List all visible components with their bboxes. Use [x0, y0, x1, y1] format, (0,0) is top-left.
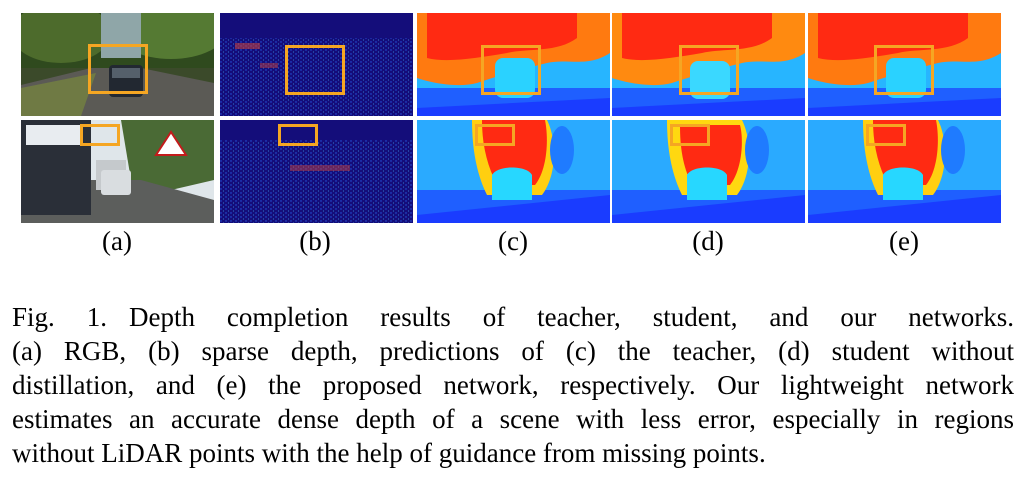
proposed-bottom-highlight-box	[866, 124, 906, 146]
caption-line-5: without LiDAR points with the help of gu…	[12, 438, 766, 468]
panel-label-a: (a)	[102, 226, 132, 256]
student-top-highlight-box	[679, 45, 739, 95]
sparse-top-highlight-box	[285, 45, 345, 95]
caption-line-1-text: Depth completion results of teacher, stu…	[128, 302, 1014, 332]
sparse-depth-top	[220, 13, 413, 116]
figure-caption: Fig. 1. Depth completion results of teach…	[12, 300, 1014, 470]
panel-label-e: (e)	[889, 226, 919, 256]
sparse-bottom-highlight-box	[278, 124, 318, 146]
teacher-bottom-highlight-box	[475, 124, 515, 146]
rgb-bottom-highlight-box	[80, 124, 120, 146]
teacher-depth-top	[417, 13, 610, 116]
proposed-top-highlight-box	[874, 45, 934, 95]
figure-number: Fig. 1.	[12, 302, 107, 332]
proposed-depth-bottom	[808, 120, 1001, 223]
caption-line-3: distillation, and (e) the proposed netwo…	[12, 370, 1014, 400]
panel-label-d: (d)	[692, 226, 724, 256]
proposed-depth-top	[808, 13, 1001, 116]
figure: (a) (b) (c) (d) (e)	[21, 13, 1001, 256]
panel-label-b: (b)	[299, 226, 331, 256]
caption-line-1: Fig. 1. Depth completion results of teach…	[12, 300, 1014, 334]
sparse-depth-bottom	[220, 120, 413, 223]
student-bottom-highlight-box	[670, 124, 710, 146]
caption-line-4: estimates an accurate dense depth of a s…	[12, 404, 1014, 434]
student-depth-top	[612, 13, 805, 116]
caption-line-2: (a) RGB, (b) sparse depth, predictions o…	[12, 336, 1014, 366]
panel-label-c: (c)	[498, 226, 528, 256]
rgb-top-highlight-box	[88, 44, 148, 94]
teacher-top-highlight-box	[481, 45, 541, 95]
